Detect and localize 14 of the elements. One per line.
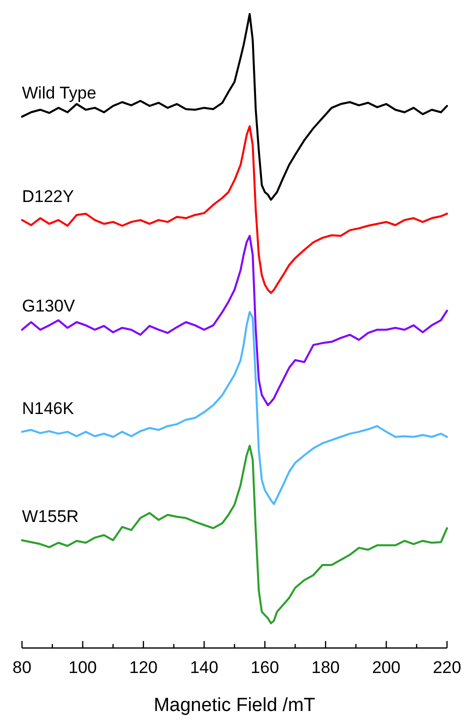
x-tick-label: 160 [250, 658, 280, 677]
x-tick-label: 140 [190, 658, 218, 677]
x-tick-label: 200 [372, 658, 400, 677]
x-tick-label: 220 [432, 658, 462, 677]
series-label: D122Y [22, 187, 74, 206]
x-tick-label: 180 [311, 658, 340, 677]
x-tick-label: 80 [12, 658, 32, 677]
series-label: W155R [22, 507, 79, 526]
series-label: N146K [22, 398, 75, 418]
series-label: Wild Type [22, 84, 96, 103]
x-tick-label: 120 [129, 658, 158, 677]
series-label: G130V [22, 296, 76, 316]
x-tick-label: 100 [68, 658, 97, 677]
x-axis-title: Magnetic Field /mT [154, 695, 316, 716]
